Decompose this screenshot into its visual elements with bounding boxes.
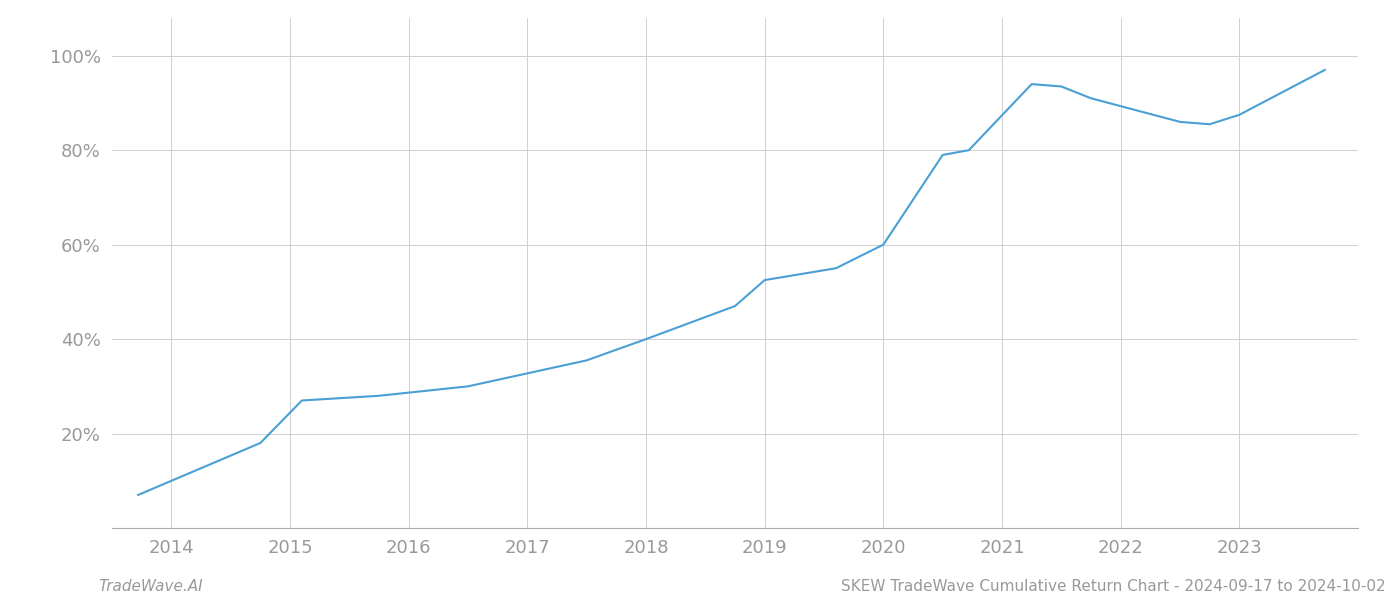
Text: SKEW TradeWave Cumulative Return Chart - 2024-09-17 to 2024-10-02: SKEW TradeWave Cumulative Return Chart -… bbox=[841, 579, 1386, 594]
Text: TradeWave.AI: TradeWave.AI bbox=[98, 579, 203, 594]
